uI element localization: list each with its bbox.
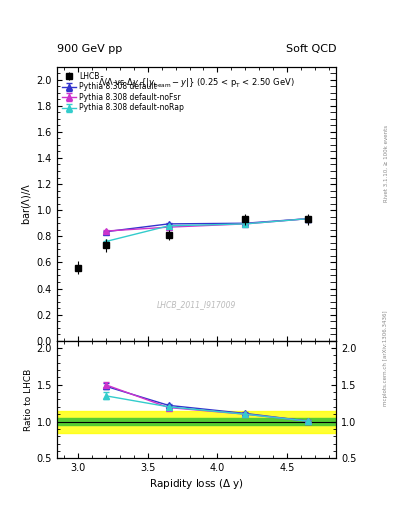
Y-axis label: Ratio to LHCB: Ratio to LHCB [24, 368, 33, 431]
Text: Soft QCD: Soft QCD [286, 44, 336, 54]
Y-axis label: bar($\Lambda$)/$\Lambda$: bar($\Lambda$)/$\Lambda$ [20, 182, 33, 225]
Text: mcplots.cern.ch [arXiv:1306.3436]: mcplots.cern.ch [arXiv:1306.3436] [384, 311, 388, 406]
Legend: LHCB, Pythia 8.308 default, Pythia 8.308 default-noFsr, Pythia 8.308 default-noR: LHCB, Pythia 8.308 default, Pythia 8.308… [61, 70, 185, 114]
X-axis label: Rapidity loss ($\Delta$ y): Rapidity loss ($\Delta$ y) [149, 477, 244, 492]
Text: Rivet 3.1.10, ≥ 100k events: Rivet 3.1.10, ≥ 100k events [384, 125, 388, 202]
Text: $\bar{\Lambda}/\Lambda$ vs $\Delta y$ {$|y_{\rm beam}-y|$} (0.25 < p$_{\rm T}$ <: $\bar{\Lambda}/\Lambda$ vs $\Delta y$ {$… [98, 75, 295, 90]
Text: 900 GeV pp: 900 GeV pp [57, 44, 122, 54]
Bar [57, 418, 336, 425]
Bar [57, 411, 336, 433]
Text: LHCB_2011_I917009: LHCB_2011_I917009 [157, 301, 236, 310]
